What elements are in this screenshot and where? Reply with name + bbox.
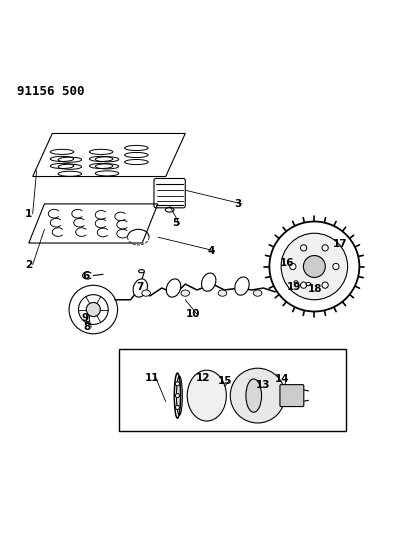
Text: 13: 13 — [255, 380, 270, 390]
Ellipse shape — [294, 281, 298, 284]
Text: 15: 15 — [218, 376, 232, 386]
Circle shape — [175, 382, 179, 386]
Text: 17: 17 — [333, 239, 347, 249]
Ellipse shape — [230, 368, 285, 423]
Text: 4: 4 — [207, 246, 214, 256]
FancyBboxPatch shape — [280, 385, 304, 407]
Ellipse shape — [187, 370, 226, 421]
Circle shape — [301, 245, 307, 251]
Circle shape — [86, 303, 100, 317]
Ellipse shape — [181, 290, 190, 296]
Ellipse shape — [253, 290, 262, 296]
Circle shape — [301, 282, 307, 288]
Text: 6: 6 — [82, 271, 89, 281]
Ellipse shape — [218, 290, 227, 296]
Circle shape — [175, 406, 179, 409]
Circle shape — [322, 282, 328, 288]
Circle shape — [269, 222, 359, 311]
Text: 8: 8 — [84, 322, 91, 332]
Text: 16: 16 — [280, 259, 294, 269]
Ellipse shape — [166, 279, 181, 297]
Ellipse shape — [177, 376, 182, 415]
Text: 12: 12 — [195, 373, 210, 383]
Ellipse shape — [142, 290, 151, 296]
Text: 18: 18 — [308, 284, 323, 294]
Text: 1: 1 — [25, 209, 32, 219]
Text: 9: 9 — [82, 313, 89, 323]
Text: 19: 19 — [287, 282, 301, 292]
Text: 5: 5 — [172, 219, 179, 229]
Ellipse shape — [133, 279, 147, 297]
Circle shape — [303, 255, 325, 278]
Ellipse shape — [139, 270, 144, 273]
Text: 10: 10 — [186, 309, 200, 319]
Circle shape — [290, 263, 296, 270]
Text: 91156 500: 91156 500 — [17, 85, 85, 98]
Ellipse shape — [246, 379, 262, 412]
Circle shape — [281, 233, 348, 300]
Text: 14: 14 — [275, 374, 290, 384]
Ellipse shape — [235, 277, 249, 295]
Text: 7: 7 — [137, 282, 144, 292]
Ellipse shape — [202, 273, 216, 291]
Polygon shape — [85, 316, 89, 321]
Circle shape — [322, 245, 328, 251]
Circle shape — [175, 382, 179, 386]
Circle shape — [175, 406, 179, 409]
Text: 11: 11 — [145, 373, 159, 383]
Circle shape — [175, 394, 179, 398]
Text: 3: 3 — [234, 199, 242, 209]
Circle shape — [333, 263, 339, 270]
Circle shape — [175, 394, 179, 398]
Ellipse shape — [306, 282, 311, 286]
Text: 2: 2 — [25, 260, 32, 270]
